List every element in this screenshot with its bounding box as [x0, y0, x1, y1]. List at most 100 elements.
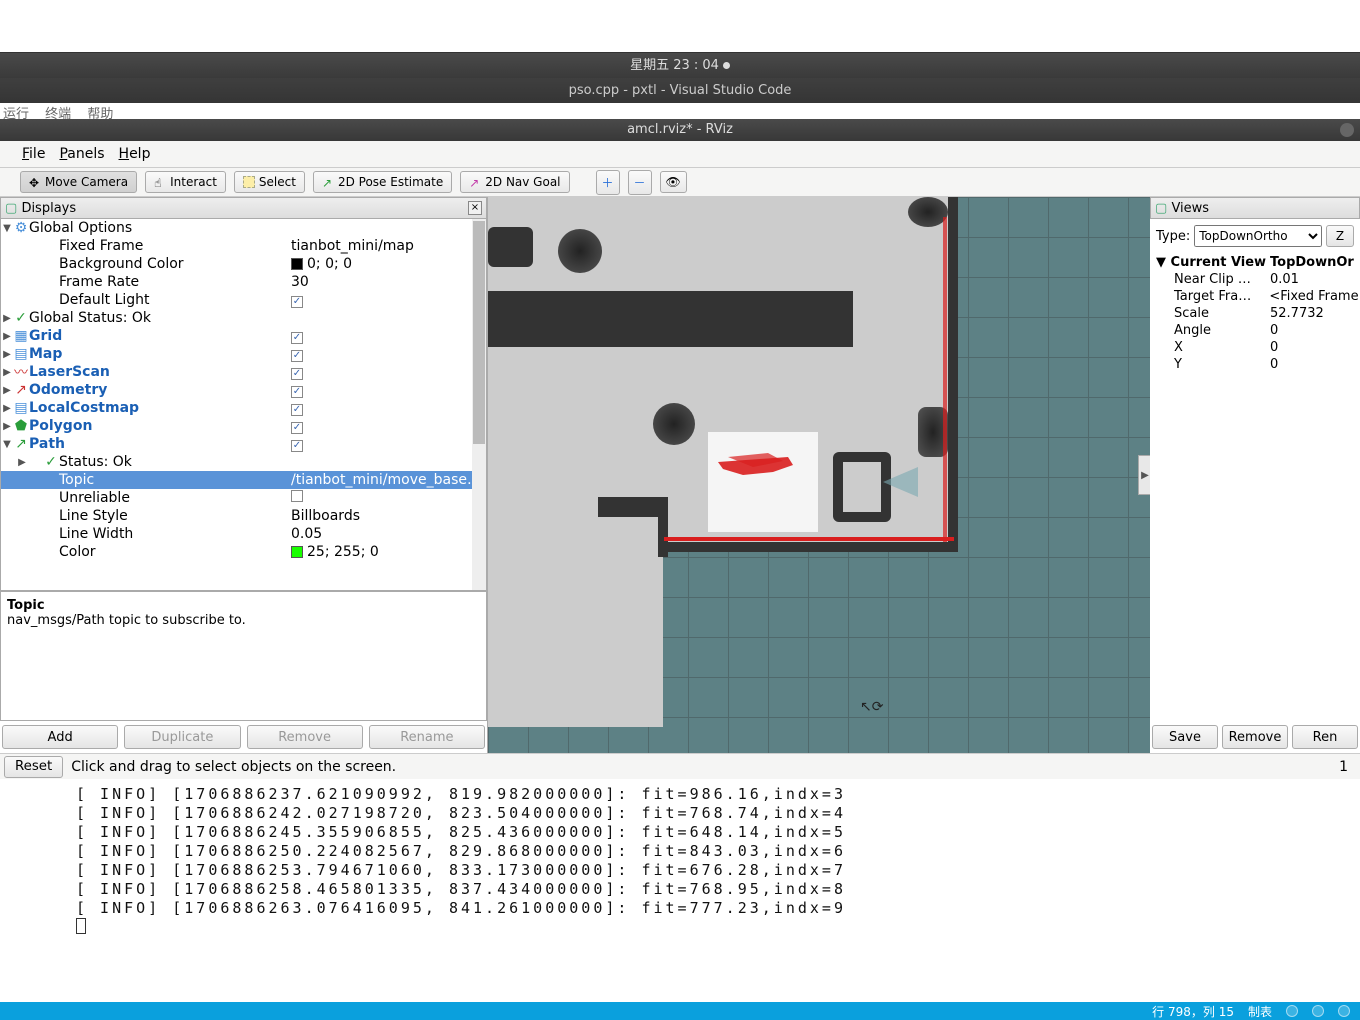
default-light-value[interactable]: ✓ [291, 292, 303, 308]
bg-color-text: 0; 0; 0 [307, 256, 352, 272]
views-key: Target Fra… [1152, 289, 1269, 306]
map-check[interactable]: ✓ [291, 346, 303, 362]
odom-label: Odometry [29, 382, 107, 398]
scrollbar[interactable] [472, 219, 486, 590]
views-title: Views [1171, 201, 1209, 216]
row-global-status[interactable]: ▶✓Global Status: Ok [1, 309, 486, 327]
focus-eye-button[interactable]: 👁 [660, 171, 687, 193]
rviz-3d-view[interactable]: ◀ ▶ ↖⟳ [488, 197, 1150, 753]
row-path-status[interactable]: ▶✓Status: Ok [1, 453, 486, 471]
polygon-icon: ⬟ [13, 419, 29, 433]
scrollbar-thumb[interactable] [473, 221, 485, 444]
move-camera-button[interactable]: ✥Move Camera [20, 171, 137, 193]
odom-check[interactable]: ✓ [291, 382, 303, 398]
row-costmap[interactable]: ▶▤LocalCostmap✓ [1, 399, 486, 417]
checkbox-icon[interactable]: ✓ [291, 296, 303, 308]
focus-add-button[interactable]: ＋ [596, 170, 620, 195]
focus-minus-button[interactable]: － [628, 170, 652, 195]
menu-file[interactable]: File [22, 146, 45, 162]
minimize-icon[interactable] [1340, 123, 1354, 137]
polygon-check[interactable]: ✓ [291, 418, 303, 434]
laser-check[interactable]: ✓ [291, 364, 303, 380]
row-bg-color[interactable]: Background Color0; 0; 0 [1, 255, 486, 273]
row-path[interactable]: ▼↗Path✓ [1, 435, 486, 453]
type-select[interactable]: TopDownOrtho [1194, 225, 1322, 247]
remove-view-button[interactable]: Remove [1222, 725, 1288, 749]
status-circle-icon [1286, 1005, 1298, 1017]
views-row[interactable]: Y0 [1152, 357, 1358, 374]
checkbox-icon[interactable]: ✓ [291, 422, 303, 434]
zero-button[interactable]: Z [1326, 225, 1354, 247]
wall [488, 227, 533, 267]
interact-button[interactable]: ☝Interact [145, 171, 226, 193]
select-icon [243, 176, 255, 188]
displays-tree[interactable]: ▼⚙Global Options Fixed Frametianbot_mini… [0, 219, 487, 591]
costmap-check[interactable]: ✓ [291, 400, 303, 416]
tab-indicator[interactable]: 制表 [1248, 1003, 1272, 1020]
odom-icon: ↗ [13, 383, 29, 397]
menu-panels[interactable]: Panels [59, 146, 104, 162]
views-row[interactable]: Near Clip …0.01 [1152, 272, 1358, 289]
rviz-titlebar[interactable]: amcl.rviz* - RViz [0, 119, 1360, 141]
checkbox-icon[interactable]: ✓ [291, 404, 303, 416]
pose-estimate-button[interactable]: ↗2D Pose Estimate [313, 171, 452, 193]
row-linewidth[interactable]: Line Width0.05 [1, 525, 486, 543]
unreliable-value[interactable] [291, 490, 303, 506]
checkbox-icon[interactable] [291, 490, 303, 502]
row-odom[interactable]: ▶↗Odometry✓ [1, 381, 486, 399]
row-laser[interactable]: ▶〰LaserScan✓ [1, 363, 486, 381]
displays-header[interactable]: ▢ Displays × [0, 197, 487, 219]
checkbox-icon[interactable]: ✓ [291, 368, 303, 380]
views-key: Angle [1152, 323, 1270, 340]
row-topic[interactable]: Topic/tianbot_mini/move_base… [1, 471, 486, 489]
checkbox-icon[interactable]: ✓ [291, 332, 303, 344]
wall-hole [843, 462, 881, 512]
menu-help[interactable]: Help [119, 146, 151, 162]
nav-goal-button[interactable]: ↗2D Nav Goal [460, 171, 569, 193]
path-status-label: Status: Ok [59, 454, 132, 470]
check-icon: ✓ [13, 311, 29, 325]
bg-color-value: 0; 0; 0 [291, 256, 352, 272]
row-unreliable[interactable]: Unreliable [1, 489, 486, 507]
views-row[interactable]: Target Fra…<Fixed Frame [1152, 289, 1358, 306]
checkbox-icon[interactable]: ✓ [291, 350, 303, 362]
row-color[interactable]: Color25; 255; 0 [1, 543, 486, 561]
interact-icon: ☝ [154, 176, 166, 188]
status-right: 1 [1339, 759, 1348, 775]
row-global-options[interactable]: ▼⚙Global Options [1, 219, 486, 237]
checkbox-icon[interactable]: ✓ [291, 440, 303, 452]
unreliable-label: Unreliable [59, 490, 130, 506]
row-map[interactable]: ▶▤Map✓ [1, 345, 486, 363]
cursor-position[interactable]: 行 798，列 15 [1152, 1003, 1234, 1020]
row-linestyle[interactable]: Line StyleBillboards [1, 507, 486, 525]
costmap-icon: ▤ [13, 401, 29, 415]
rename-view-button[interactable]: Ren [1292, 725, 1358, 749]
views-header[interactable]: ▢ Views [1150, 197, 1360, 219]
views-row[interactable]: X0 [1152, 340, 1358, 357]
row-grid[interactable]: ▶▦Grid✓ [1, 327, 486, 345]
views-row[interactable]: Angle0 [1152, 323, 1358, 340]
checkbox-icon[interactable]: ✓ [291, 386, 303, 398]
nav-right-icon[interactable]: ▶ [1138, 455, 1150, 495]
row-polygon[interactable]: ▶⬟Polygon✓ [1, 417, 486, 435]
row-frame-rate[interactable]: Frame Rate30 [1, 273, 486, 291]
topic-label: Topic [59, 472, 94, 488]
vscode-titlebar: pso.cpp - pxtl - Visual Studio Code [0, 78, 1360, 103]
map-floor [488, 547, 663, 727]
grid-check[interactable]: ✓ [291, 328, 303, 344]
path-check[interactable]: ✓ [291, 436, 303, 452]
rviz-statusbar: Reset Click and drag to select objects o… [0, 753, 1360, 779]
add-button[interactable]: Add [2, 725, 118, 749]
select-button[interactable]: Select [234, 171, 305, 193]
reset-button[interactable]: Reset [4, 756, 63, 778]
description-area: Topic nav_msgs/Path topic to subscribe t… [0, 591, 487, 721]
close-icon[interactable]: × [468, 201, 482, 215]
views-row[interactable]: Scale52.7732 [1152, 306, 1358, 323]
views-tree[interactable]: ▼ Current ViewTopDownOrNear Clip …0.01Ta… [1150, 253, 1360, 721]
views-row[interactable]: ▼ Current ViewTopDownOr [1152, 255, 1358, 272]
wall [598, 497, 668, 517]
global-options-label: Global Options [29, 220, 132, 236]
row-fixed-frame[interactable]: Fixed Frametianbot_mini/map [1, 237, 486, 255]
save-button[interactable]: Save [1152, 725, 1218, 749]
row-default-light[interactable]: Default Light✓ [1, 291, 486, 309]
